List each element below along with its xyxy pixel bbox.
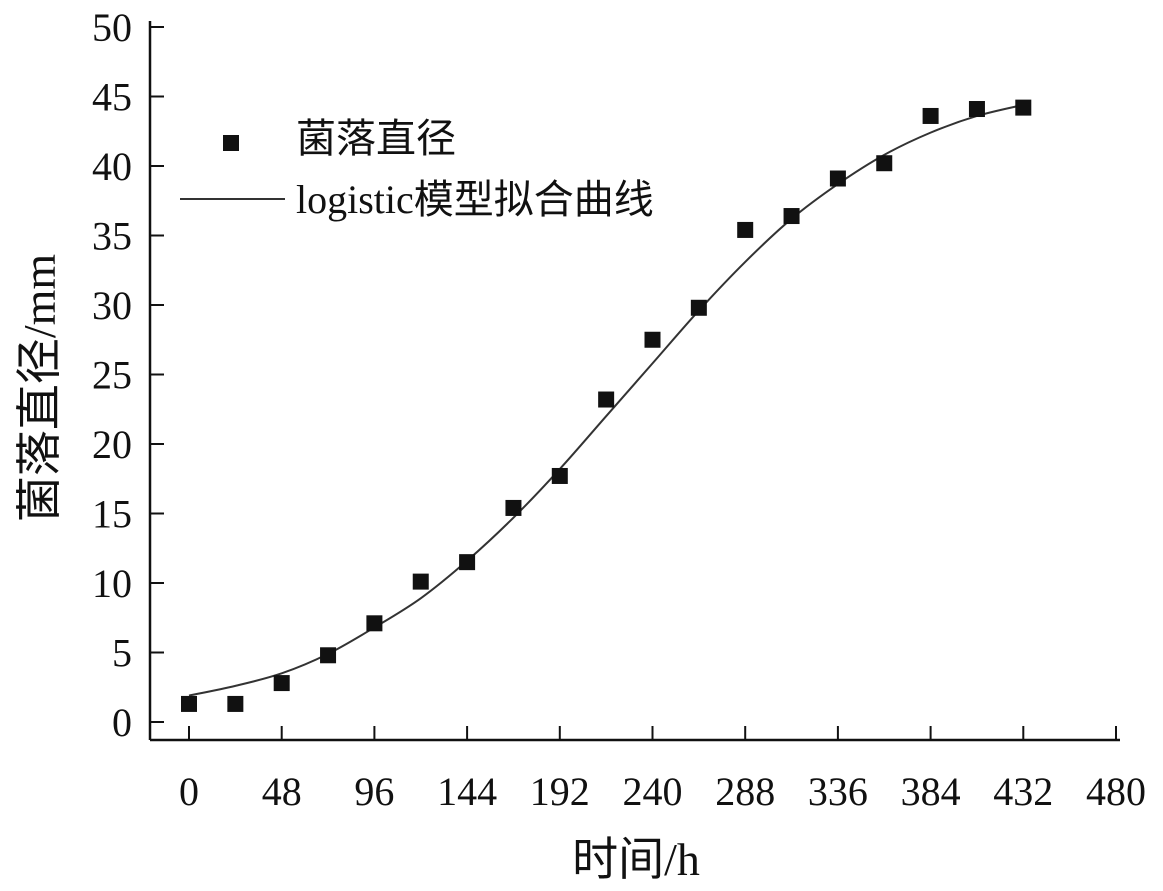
y-tick-label: 0 (112, 700, 132, 745)
data-point (598, 391, 615, 408)
x-tick-label: 384 (901, 769, 961, 814)
data-point (829, 170, 846, 187)
data-point (505, 499, 522, 516)
y-tick-label: 15 (92, 492, 132, 537)
y-tick-label: 5 (112, 631, 132, 676)
data-point (273, 675, 290, 692)
data-point (783, 208, 800, 225)
y-tick-label: 45 (92, 75, 132, 120)
data-point (922, 107, 939, 124)
x-tick-label: 144 (437, 769, 497, 814)
axes: 0 5 10 15 20 25 30 35 40 45 50 0 48 96 144 192 240 288 336… (92, 5, 1146, 814)
data-point (412, 573, 429, 590)
data-point (968, 101, 985, 118)
data-point (551, 467, 568, 484)
data-point (690, 299, 707, 316)
points-layer (181, 99, 1032, 712)
data-point (737, 221, 754, 238)
x-tick-label: 96 (354, 769, 394, 814)
legend-label-points: 菌落直径 (296, 116, 456, 161)
y-tick-label: 35 (92, 214, 132, 259)
x-tick-label: 48 (262, 769, 302, 814)
x-tick-label: 480 (1086, 769, 1146, 814)
data-point (181, 695, 197, 712)
y-tick-label: 10 (92, 561, 132, 606)
legend: 菌落直径 logistic模型拟合曲线 (180, 116, 654, 222)
data-point (644, 331, 661, 348)
y-tick-label: 50 (92, 5, 132, 50)
x-tick-label: 288 (715, 769, 775, 814)
x-tick-label: 432 (993, 769, 1053, 814)
legend-marker-square (223, 135, 239, 151)
data-point (320, 647, 337, 664)
y-tick-label: 40 (92, 144, 132, 189)
x-tick-label: 0 (179, 769, 199, 814)
y-tick-label: 30 (92, 283, 132, 328)
y-axis-title: 菌落直径/mm (14, 254, 65, 523)
y-tick-label: 25 (92, 353, 132, 398)
y-tick-label: 20 (92, 422, 132, 467)
data-point (876, 155, 893, 172)
data-point (459, 554, 476, 571)
x-tick-label: 192 (530, 769, 590, 814)
data-point (366, 615, 383, 632)
x-tick-label: 336 (808, 769, 868, 814)
data-point (1015, 99, 1032, 116)
x-axis-title: 时间/h (572, 834, 700, 885)
x-tick-label: 240 (623, 769, 683, 814)
data-point (227, 695, 244, 712)
legend-label-fit: logistic模型拟合曲线 (296, 177, 654, 222)
